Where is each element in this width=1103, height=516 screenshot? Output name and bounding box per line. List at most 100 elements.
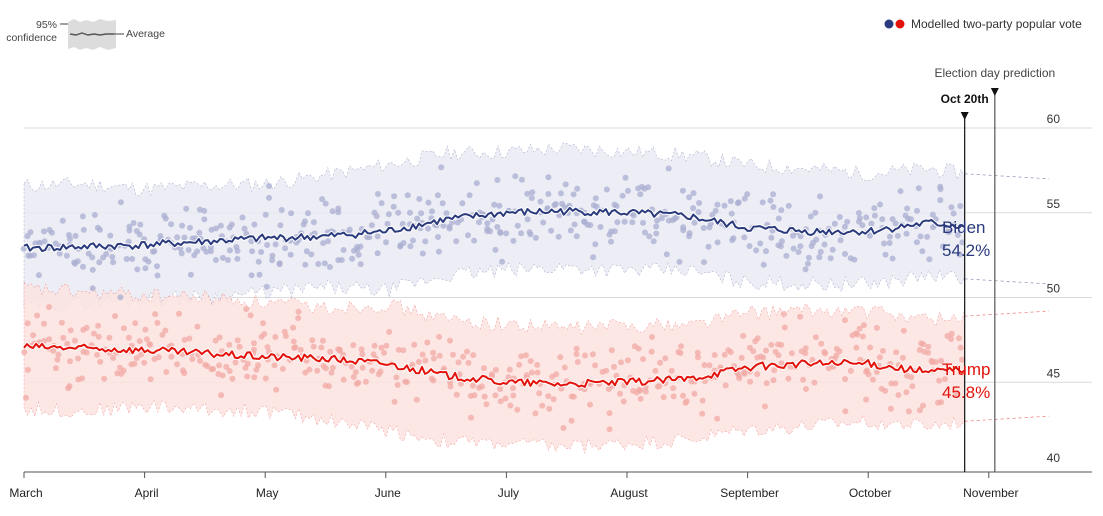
trump-poll-dot bbox=[141, 359, 148, 366]
biden-poll-dot bbox=[574, 185, 581, 192]
biden-poll-dot bbox=[278, 207, 285, 213]
trump-poll-dot bbox=[34, 312, 41, 319]
trump-poll-dot bbox=[66, 383, 73, 390]
trump-poll-dot bbox=[176, 310, 182, 317]
trump-poll-dot bbox=[94, 351, 101, 358]
biden-poll-dot bbox=[760, 261, 767, 268]
biden-poll-dot bbox=[322, 200, 329, 207]
trump-poll-dot bbox=[510, 392, 517, 399]
biden-poll-dot bbox=[797, 233, 804, 240]
trump-poll-dot bbox=[514, 406, 521, 413]
trump-poll-dot bbox=[818, 340, 825, 347]
trump-poll-dot bbox=[948, 336, 955, 342]
biden-poll-dot bbox=[126, 227, 133, 234]
biden-poll-dot bbox=[663, 251, 670, 258]
trump-poll-dot bbox=[573, 345, 580, 352]
trump-poll-dot bbox=[545, 393, 552, 400]
trump-poll-dot bbox=[359, 364, 366, 371]
biden-poll-dot bbox=[400, 240, 407, 246]
biden-poll-dot bbox=[959, 239, 966, 246]
trump-poll-dot bbox=[649, 334, 655, 340]
biden-poll-dot bbox=[79, 213, 86, 220]
trump-poll-dot bbox=[879, 347, 886, 354]
biden-poll-dot bbox=[770, 204, 777, 210]
biden-poll-dot bbox=[136, 231, 143, 238]
biden-poll-dot bbox=[226, 247, 233, 254]
biden-poll-dot bbox=[686, 233, 693, 240]
trump-poll-dot bbox=[110, 355, 117, 361]
trump-poll-dot bbox=[309, 337, 316, 344]
biden-poll-dot bbox=[741, 195, 748, 202]
biden-poll-dot bbox=[434, 192, 441, 199]
biden-poll-dot bbox=[503, 230, 510, 237]
trump-poll-dot bbox=[251, 340, 257, 347]
confidence-legend: 95% confidence Average bbox=[6, 19, 165, 50]
trump-poll-dot bbox=[853, 344, 860, 351]
trump-poll-dot bbox=[162, 327, 169, 334]
trump-poll-dot bbox=[226, 341, 233, 348]
biden-poll-dot bbox=[842, 251, 848, 257]
biden-poll-dot bbox=[608, 238, 614, 245]
biden-poll-dot bbox=[96, 259, 103, 266]
biden-poll-dot bbox=[374, 233, 381, 240]
trump-poll-dot bbox=[938, 357, 945, 364]
trump-poll-dot bbox=[637, 387, 644, 394]
trump-poll-dot bbox=[780, 310, 787, 317]
biden-poll-dot bbox=[272, 241, 279, 248]
biden-poll-dot bbox=[785, 202, 792, 209]
trump-poll-dot bbox=[431, 355, 437, 362]
biden-poll-dot bbox=[251, 221, 258, 228]
biden-poll-dot bbox=[897, 188, 904, 195]
biden-poll-dot bbox=[310, 219, 317, 226]
biden-poll-dot bbox=[571, 221, 578, 228]
trump-poll-dot bbox=[534, 369, 541, 376]
trump-poll-dot bbox=[273, 386, 280, 393]
biden-poll-dot bbox=[248, 272, 255, 279]
trump-poll-dot bbox=[768, 341, 775, 348]
trump-poll-dot bbox=[618, 359, 624, 366]
biden-poll-dot bbox=[27, 229, 34, 236]
trump-poll-dot bbox=[413, 396, 420, 403]
biden-poll-dot bbox=[103, 251, 110, 257]
biden-poll-dot bbox=[263, 283, 270, 290]
trump-poll-dot bbox=[355, 379, 362, 386]
biden-poll-dot bbox=[185, 247, 192, 253]
biden-poll-dot bbox=[177, 245, 184, 252]
biden-poll-dot bbox=[775, 215, 782, 222]
trump-poll-dot bbox=[797, 313, 804, 320]
trump-poll-dot bbox=[310, 343, 317, 350]
trump-poll-dot bbox=[778, 341, 785, 348]
biden-poll-dot bbox=[642, 229, 648, 236]
biden-poll-dot bbox=[492, 246, 499, 253]
biden-poll-dot bbox=[881, 240, 887, 247]
trump-poll-dot bbox=[699, 397, 706, 404]
biden-poll-dot bbox=[676, 258, 683, 265]
trump-poll-dot bbox=[895, 392, 902, 398]
biden-poll-dot bbox=[35, 272, 42, 279]
biden-poll-dot bbox=[228, 221, 235, 228]
biden-poll-dot bbox=[914, 207, 920, 214]
trump-poll-dot bbox=[155, 354, 162, 361]
trump-poll-dot bbox=[424, 339, 431, 346]
biden-poll-dot bbox=[613, 203, 620, 210]
biden-poll-dot bbox=[863, 214, 870, 221]
trump-poll-dot bbox=[262, 375, 269, 382]
biden-poll-dot bbox=[913, 239, 920, 246]
biden-poll-dot bbox=[590, 254, 597, 261]
trump-poll-dot bbox=[218, 392, 225, 399]
biden-poll-dot bbox=[465, 232, 471, 239]
biden-poll-dot bbox=[435, 248, 442, 255]
biden-poll-dot bbox=[355, 251, 362, 258]
biden-poll-dot bbox=[335, 209, 342, 216]
x-tick-label: May bbox=[256, 486, 279, 500]
trump-poll-dot bbox=[264, 344, 271, 351]
biden-poll-dot bbox=[567, 227, 574, 234]
trump-poll-dot bbox=[803, 386, 809, 392]
biden-poll-dot bbox=[597, 224, 604, 230]
biden-poll-dot bbox=[877, 201, 884, 208]
trump-poll-dot bbox=[781, 324, 788, 331]
biden-average-line bbox=[23, 206, 966, 253]
trump-poll-dot bbox=[327, 348, 334, 355]
trump-poll-dot bbox=[903, 389, 910, 396]
biden-poll-dot bbox=[871, 205, 878, 212]
